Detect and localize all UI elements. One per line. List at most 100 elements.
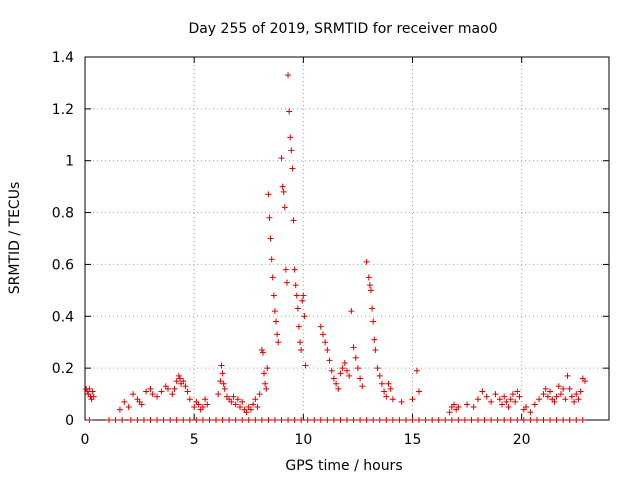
data-point	[579, 417, 586, 423]
data-point	[160, 417, 167, 423]
data-point	[468, 417, 475, 423]
data-point	[239, 398, 246, 405]
data-point	[297, 339, 304, 346]
data-point	[175, 372, 182, 379]
data-point	[199, 404, 206, 411]
data-point	[267, 235, 274, 242]
data-point	[112, 417, 119, 423]
data-point	[219, 417, 226, 423]
data-point	[551, 398, 558, 405]
data-point	[147, 417, 154, 423]
data-point	[218, 362, 225, 369]
data-point	[568, 393, 575, 400]
data-point	[346, 372, 353, 379]
data-point	[186, 417, 193, 423]
data-point	[450, 401, 457, 408]
data-point	[383, 393, 390, 400]
data-point	[547, 417, 554, 423]
data-point	[494, 417, 501, 423]
data-point	[86, 385, 93, 392]
data-point	[464, 401, 471, 408]
data-point	[409, 417, 416, 423]
data-point	[344, 367, 350, 374]
data-point	[147, 385, 154, 392]
data-point	[167, 417, 174, 423]
data-point	[512, 398, 519, 405]
data-point	[442, 417, 449, 423]
data-point	[366, 282, 373, 289]
data-point	[357, 375, 364, 382]
data-point	[140, 417, 147, 423]
x-axis-label: GPS time / hours	[285, 458, 402, 474]
chart-title: Day 255 of 2019, SRMTID for receiver mao…	[188, 21, 497, 37]
data-point	[154, 393, 161, 400]
data-point	[125, 404, 132, 411]
data-point	[261, 370, 268, 377]
data-point	[499, 401, 506, 408]
data-point	[374, 365, 381, 372]
data-point	[429, 417, 436, 423]
data-point	[245, 417, 252, 423]
data-point	[221, 385, 228, 392]
data-point	[365, 274, 372, 281]
data-point	[409, 396, 416, 403]
data-point	[381, 388, 388, 395]
data-point	[256, 391, 263, 398]
data-point	[119, 417, 126, 423]
data-point	[560, 385, 567, 392]
data-point	[350, 344, 357, 351]
data-point	[455, 404, 462, 411]
data-point	[514, 417, 521, 423]
data-point	[547, 388, 554, 395]
data-point	[283, 279, 290, 286]
data-point	[369, 305, 376, 312]
data-point	[288, 147, 295, 154]
data-point	[501, 417, 508, 423]
data-point	[265, 417, 272, 423]
data-point	[294, 305, 301, 312]
data-point	[341, 359, 348, 366]
data-point	[488, 417, 495, 423]
data-point	[252, 417, 259, 423]
data-point	[186, 396, 193, 403]
data-point	[138, 401, 145, 408]
data-point	[544, 393, 551, 400]
data-point	[330, 417, 337, 423]
data-point	[176, 375, 183, 382]
data-point	[158, 388, 165, 395]
data-point	[263, 385, 270, 392]
data-point	[448, 417, 455, 423]
data-point	[280, 188, 287, 195]
data-point	[542, 385, 549, 392]
data-point	[292, 282, 299, 289]
data-point	[540, 391, 547, 398]
data-point	[228, 398, 235, 405]
data-point	[470, 404, 477, 411]
data-point	[317, 323, 324, 330]
data-point	[326, 357, 333, 364]
data-point	[533, 417, 540, 423]
y-tick-label: 0.8	[52, 206, 74, 222]
data-point	[330, 375, 337, 382]
data-point	[252, 396, 259, 403]
data-point	[193, 417, 200, 423]
data-point	[220, 380, 227, 387]
data-point	[481, 417, 488, 423]
data-point	[337, 370, 344, 377]
data-point	[389, 417, 396, 423]
data-point	[164, 385, 171, 392]
data-point	[581, 378, 588, 385]
data-point	[182, 383, 189, 390]
data-point	[370, 417, 377, 423]
data-point	[555, 383, 562, 390]
data-point	[169, 391, 176, 398]
data-point	[311, 417, 318, 423]
data-point	[387, 385, 394, 392]
data-point	[247, 406, 254, 413]
data-point	[202, 396, 209, 403]
data-point	[154, 417, 161, 423]
data-point	[509, 391, 516, 398]
data-point	[290, 217, 297, 224]
data-point	[279, 183, 286, 190]
data-point	[363, 258, 370, 265]
